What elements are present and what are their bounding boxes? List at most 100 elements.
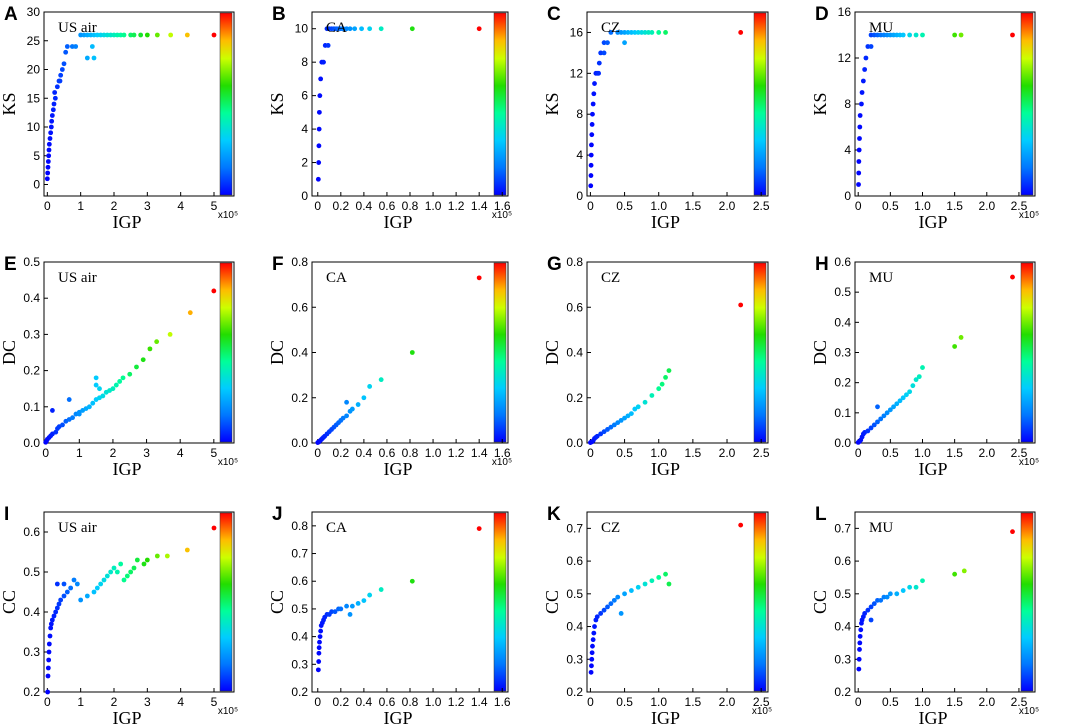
x-tick-label: 0 bbox=[314, 199, 321, 213]
data-point bbox=[121, 577, 127, 583]
data-point bbox=[48, 621, 54, 627]
y-axis-label: DC bbox=[810, 340, 830, 365]
panel-letter: G bbox=[547, 254, 562, 275]
data-point bbox=[45, 689, 51, 695]
x-axis-label: IGP bbox=[112, 212, 141, 232]
data-point bbox=[738, 522, 744, 528]
panel-title: CZ bbox=[601, 20, 620, 36]
data-point bbox=[184, 32, 190, 38]
x-tick-label: 1.0 bbox=[914, 446, 931, 460]
x-tick-label: 0.5 bbox=[882, 446, 899, 460]
x-tick-label: 0.8 bbox=[402, 199, 419, 213]
data-point bbox=[131, 565, 137, 571]
plot-frame bbox=[43, 261, 235, 444]
data-point bbox=[144, 32, 150, 38]
data-point bbox=[355, 402, 361, 407]
x-multiplier: x10⁵ bbox=[492, 457, 512, 468]
data-point bbox=[70, 415, 75, 421]
data-point bbox=[315, 667, 321, 673]
x-tick-label: 4 bbox=[177, 695, 184, 709]
x-tick-label: 0.5 bbox=[882, 199, 899, 213]
x-tick-label: 2.0 bbox=[719, 199, 736, 213]
colorbar bbox=[1020, 512, 1034, 692]
panel-d: 0 0.5 1.0 1.5 2.0 2.5 0 4 8 12 16 D MU IGP KS x10⁵ bbox=[810, 4, 1039, 232]
y-tick-label: 0.3 bbox=[566, 652, 583, 666]
data-point bbox=[635, 404, 641, 410]
x-axis-label: IGP bbox=[918, 212, 947, 232]
y-axis-label: CC bbox=[267, 590, 287, 614]
data-point bbox=[878, 597, 884, 603]
data-point bbox=[47, 633, 53, 639]
data-point bbox=[887, 591, 893, 597]
x-tick-label: 0 bbox=[587, 446, 594, 460]
data-point bbox=[857, 640, 863, 646]
data-point bbox=[894, 401, 900, 407]
data-point bbox=[589, 650, 595, 656]
data-point bbox=[352, 26, 358, 32]
x-tick-label: 2.5 bbox=[1011, 446, 1028, 460]
data-point bbox=[615, 420, 621, 426]
data-point bbox=[110, 386, 116, 392]
y-tick-label: 0.4 bbox=[291, 630, 308, 644]
data-point bbox=[649, 578, 655, 584]
y-tick-label: 0.3 bbox=[23, 645, 40, 659]
data-point bbox=[64, 589, 70, 595]
y-tick-label: 0.0 bbox=[566, 436, 583, 450]
data-point bbox=[101, 32, 107, 38]
data-point bbox=[317, 639, 322, 645]
y-tick-label: 0.3 bbox=[23, 327, 40, 341]
data-point bbox=[900, 32, 906, 38]
data-point bbox=[865, 607, 871, 613]
data-point bbox=[611, 597, 617, 603]
data-point bbox=[78, 32, 84, 38]
data-point bbox=[856, 666, 862, 672]
data-point bbox=[94, 32, 100, 38]
y-tick-label: 0.6 bbox=[566, 554, 583, 568]
data-point bbox=[46, 153, 52, 159]
data-point bbox=[625, 30, 631, 35]
data-point bbox=[871, 601, 877, 607]
x-multiplier: x10⁵ bbox=[492, 210, 512, 221]
data-point bbox=[118, 561, 124, 567]
x-axis-label: IGP bbox=[383, 212, 412, 232]
plot-frame bbox=[586, 511, 769, 693]
data-point bbox=[666, 581, 672, 587]
data-point bbox=[127, 371, 133, 377]
data-point bbox=[51, 613, 57, 619]
x-tick-label: 3 bbox=[143, 446, 150, 460]
x-tick-label: 1.5 bbox=[685, 695, 702, 709]
data-point bbox=[601, 50, 607, 56]
panel-a: 0 1 2 3 4 5 0 5 10 15 20 25 30 A US air IGP KS x10⁵ bbox=[0, 4, 238, 232]
data-point bbox=[131, 32, 137, 38]
data-point bbox=[605, 427, 610, 432]
data-point bbox=[591, 630, 597, 636]
y-tick-label: 0.7 bbox=[834, 521, 851, 535]
data-point bbox=[639, 30, 645, 35]
data-point bbox=[857, 113, 863, 118]
data-point bbox=[104, 573, 110, 579]
x-tick-label: 2 bbox=[111, 695, 118, 709]
x-tick-label: 0.2 bbox=[332, 446, 349, 460]
colorbar bbox=[1020, 262, 1034, 443]
data-point bbox=[628, 30, 634, 35]
data-point bbox=[187, 310, 193, 316]
data-point bbox=[409, 26, 415, 32]
y-tick-label: 8 bbox=[301, 55, 308, 69]
data-point bbox=[318, 76, 324, 82]
y-tick-label: 0.7 bbox=[291, 547, 308, 561]
data-point bbox=[49, 113, 55, 118]
data-point bbox=[476, 526, 482, 532]
y-axis-label: KS bbox=[267, 92, 287, 115]
x-tick-label: 0 bbox=[855, 446, 862, 460]
x-multiplier: x10⁵ bbox=[218, 457, 238, 468]
data-point bbox=[378, 587, 384, 592]
data-point bbox=[118, 32, 124, 38]
x-tick-label: 2.0 bbox=[719, 446, 736, 460]
data-point bbox=[663, 374, 668, 380]
data-point bbox=[154, 32, 160, 38]
y-axis-label: KS bbox=[542, 92, 562, 115]
y-tick-label: 4 bbox=[576, 148, 583, 162]
data-point bbox=[49, 118, 55, 124]
x-tick-label: 0 bbox=[42, 446, 49, 460]
y-axis-label: CC bbox=[810, 590, 830, 614]
